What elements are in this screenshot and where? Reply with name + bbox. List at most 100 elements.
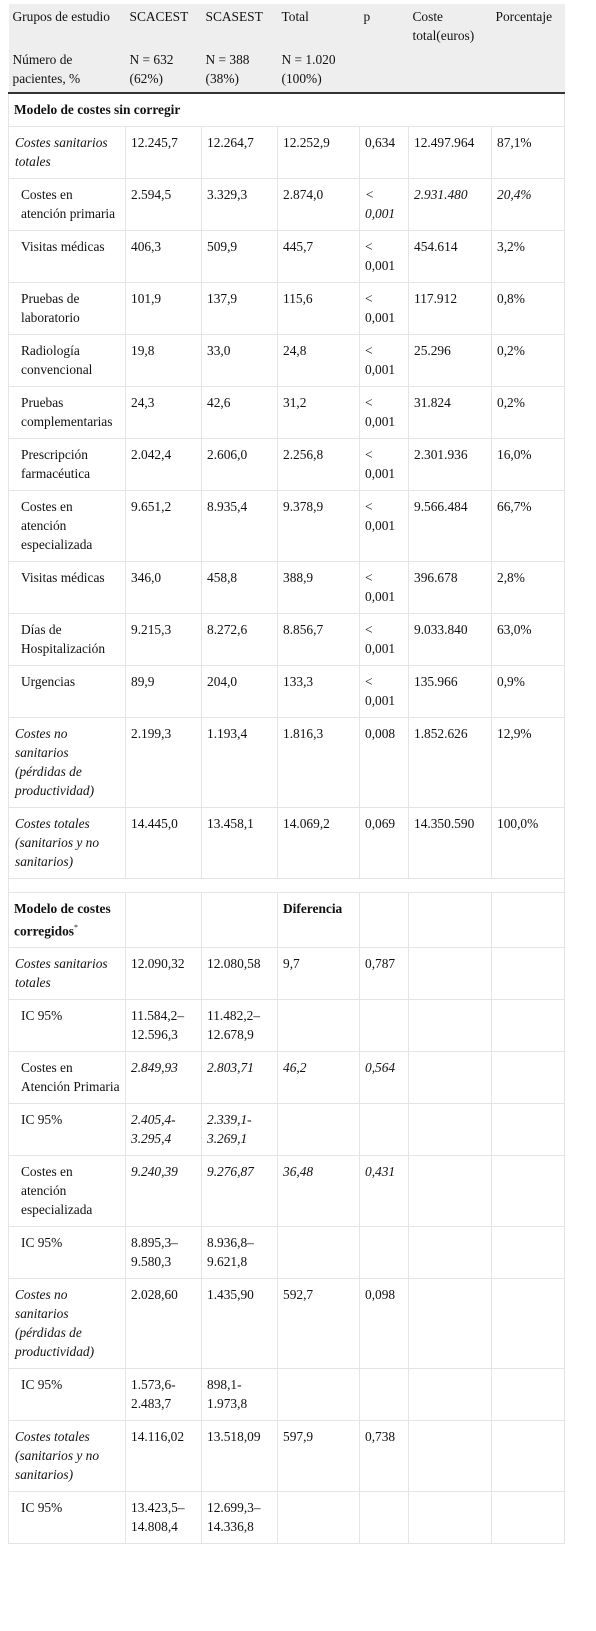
value-cell: 14.445,0	[125, 807, 202, 879]
row-label: Pruebas complementarias	[8, 386, 126, 439]
value-cell	[277, 1368, 360, 1422]
value-cell: 31.824	[408, 386, 492, 439]
value-cell: 0,787	[359, 947, 409, 1001]
header-cell: Número de pacientes, %	[8, 47, 126, 94]
value-cell: 137,9	[201, 282, 278, 335]
value-cell: 0,069	[359, 807, 409, 879]
cost-table: Grupos de estudio SCACEST SCASEST Total p Cos…	[8, 4, 565, 1545]
value-cell: 36,48	[277, 1155, 360, 1228]
section-header-cell: Diferencia	[277, 891, 360, 949]
data-row: Costes totales (sanitarios y no sanitari…	[8, 807, 565, 879]
value-cell: 445,7	[277, 230, 360, 283]
value-cell	[359, 1103, 409, 1157]
data-row: Pruebas complementarias 24,3 42,6 31,2 < 0,0…	[8, 386, 565, 439]
value-cell: 1.435,90	[201, 1278, 278, 1370]
value-cell: 12.264,7	[201, 126, 278, 179]
value-cell: 135.966	[408, 665, 492, 718]
data-row: IC 95% 13.423,5–14.808,4 12.699,3–14.336,8	[8, 1491, 565, 1545]
value-cell	[491, 1155, 565, 1228]
value-cell	[491, 1226, 565, 1280]
data-row: Costes sanitarios totales 12.245,7 12.264,…	[8, 126, 565, 179]
value-cell: 9.651,2	[125, 490, 202, 562]
footnote-mark: *	[74, 923, 78, 932]
value-cell: 8.895,3–9.580,3	[125, 1226, 202, 1280]
value-cell: 24,8	[277, 334, 360, 387]
row-label: Costes totales (sanitarios y no sanitari…	[8, 1420, 126, 1493]
row-label: Días de Hospitalización	[8, 613, 126, 666]
header-cell: N = 632 (62%)	[125, 47, 202, 94]
header-cell: p	[359, 4, 409, 47]
value-cell: 8.272,6	[201, 613, 278, 666]
value-cell: 12.497.964	[408, 126, 492, 179]
value-cell: 2.256,8	[277, 438, 360, 491]
data-row: Costes no sanitarios (pérdidas de produc…	[8, 1278, 565, 1370]
value-cell	[277, 1103, 360, 1157]
value-cell: 24,3	[125, 386, 202, 439]
spacer-row	[8, 878, 565, 893]
value-cell: 12.699,3–14.336,8	[201, 1491, 278, 1545]
value-cell: < 0,001	[359, 490, 409, 562]
value-cell: 46,2	[277, 1051, 360, 1105]
value-cell: 20,4%	[491, 178, 565, 231]
header-cell	[359, 47, 409, 94]
value-cell: 101,9	[125, 282, 202, 335]
value-cell: 0,9%	[491, 665, 565, 718]
value-cell: 458,8	[201, 561, 278, 614]
row-label: Prescripción farmacéutica	[8, 438, 126, 491]
table-wrap: Grupos de estudio SCACEST SCASEST Total p Cos…	[8, 4, 565, 1545]
value-cell	[408, 1155, 492, 1228]
section-header-cell	[201, 891, 278, 949]
value-cell: 12,9%	[491, 717, 565, 808]
value-cell: 117.912	[408, 282, 492, 335]
value-cell	[408, 1491, 492, 1545]
value-cell: < 0,001	[359, 561, 409, 614]
value-cell: 2,8%	[491, 561, 565, 614]
header-cell: SCACEST	[125, 4, 202, 47]
value-cell: 204,0	[201, 665, 278, 718]
row-label: Costes en Atención Primaria	[8, 1051, 126, 1105]
value-cell: 0,2%	[491, 334, 565, 387]
value-cell: 8.935,4	[201, 490, 278, 562]
value-cell	[277, 1491, 360, 1545]
value-cell	[491, 1051, 565, 1105]
value-cell: 42,6	[201, 386, 278, 439]
value-cell: 2.606,0	[201, 438, 278, 491]
data-row: Visitas médicas 406,3 509,9 445,7 < 0,001 454…	[8, 230, 565, 283]
value-cell: 9.566.484	[408, 490, 492, 562]
data-row: Costes en atención primaria 2.594,5 3.329,…	[8, 178, 565, 231]
row-label: IC 95%	[8, 1103, 126, 1157]
value-cell	[408, 1226, 492, 1280]
value-cell: 63,0%	[491, 613, 565, 666]
data-row: IC 95% 2.405,4-3.295,4 2.339,1-3.269,1	[8, 1103, 565, 1157]
data-row: Días de Hospitalización 9.215,3 8.272,6 8.8…	[8, 613, 565, 666]
value-cell	[491, 1491, 565, 1545]
value-cell: 13.458,1	[201, 807, 278, 879]
value-cell: 0,2%	[491, 386, 565, 439]
value-cell: 509,9	[201, 230, 278, 283]
header-cell: Coste total(euros)	[408, 4, 492, 47]
value-cell: 2.849,93	[125, 1051, 202, 1105]
value-cell: 1.852.626	[408, 717, 492, 808]
row-label: Costes en atención especializada	[8, 1155, 126, 1228]
value-cell	[491, 1368, 565, 1422]
value-cell: < 0,001	[359, 334, 409, 387]
value-cell: 13.518,09	[201, 1420, 278, 1493]
value-cell: 14.350.590	[408, 807, 492, 879]
row-label: IC 95%	[8, 999, 126, 1053]
row-label: IC 95%	[8, 1226, 126, 1280]
value-cell	[491, 1420, 565, 1493]
data-row: Costes en atención especializada 9.240,39…	[8, 1155, 565, 1228]
value-cell	[408, 947, 492, 1001]
value-cell: 2.594,5	[125, 178, 202, 231]
header-cell: N = 1.020 (100%)	[277, 47, 360, 94]
data-row: Costes en atención especializada 9.651,2 8…	[8, 490, 565, 562]
value-cell: 100,0%	[491, 807, 565, 879]
value-cell: 16,0%	[491, 438, 565, 491]
table-header: Grupos de estudio SCACEST SCASEST Total p Cos…	[8, 4, 565, 94]
value-cell: 0,738	[359, 1420, 409, 1493]
value-cell: 31,2	[277, 386, 360, 439]
row-label: Costes no sanitarios (pérdidas de produc…	[8, 717, 126, 808]
value-cell: 2.803,71	[201, 1051, 278, 1105]
value-cell: 3.329,3	[201, 178, 278, 231]
row-label: Urgencias	[8, 665, 126, 718]
